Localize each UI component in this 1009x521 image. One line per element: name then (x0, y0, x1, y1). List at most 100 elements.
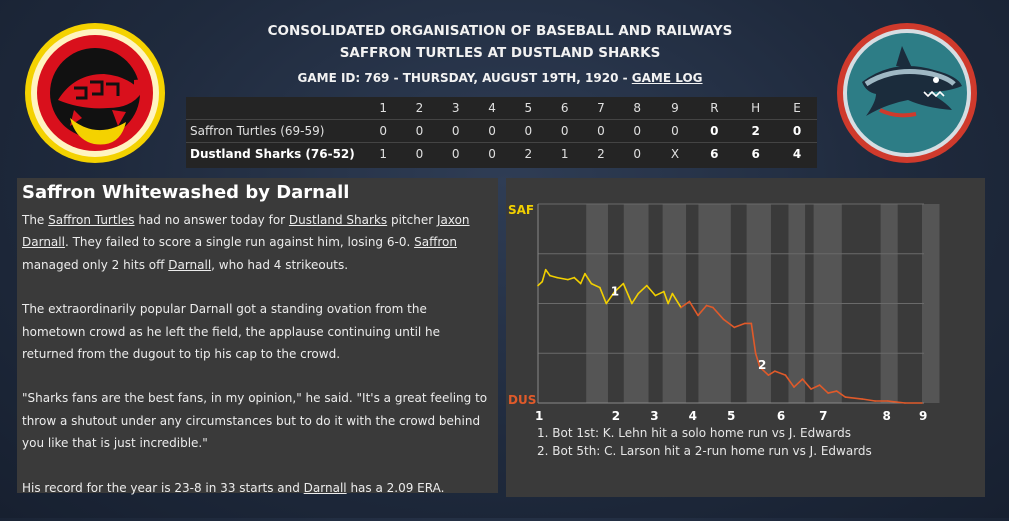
win-probability-segment (722, 318, 736, 329)
errors-total: 4 (792, 147, 802, 161)
win-probability-segment (793, 378, 804, 388)
win-probability-chart: 1 2 1 2 3 4 5 6 7 8 9 SAF DUS 1. Bot 1st: K. Lehn… (506, 178, 985, 497)
win-probability-segment (549, 274, 559, 279)
team-name-home[interactable]: Dustland Sharks (76-52) (190, 147, 355, 161)
game-log-link[interactable]: GAME LOG (631, 71, 703, 85)
win-probability-segment (537, 280, 544, 287)
story-text: managed only 2 hits off (22, 257, 169, 272)
story-paragraph: "Sharks fans are the best fans, in my op… (22, 391, 488, 451)
team-link[interactable]: Dustland Sharks (288, 213, 388, 227)
inning-score: 0 (560, 124, 569, 138)
story-text: pitcher (387, 213, 437, 227)
event-marker: 1 (611, 285, 619, 299)
win-probability-segment (599, 286, 608, 305)
errors-header: E (793, 101, 801, 115)
win-probability-segment (697, 304, 708, 317)
hits-total: 2 (751, 124, 760, 138)
game-story-panel: Saffron Whitewashed by Darnall The Saffr… (17, 178, 498, 495)
hits-total: 6 (751, 147, 760, 161)
win-probability-segment (887, 400, 906, 404)
story-paragraph: The extraordinarily popular Darnall got … (22, 302, 441, 362)
errors-total: 0 (792, 124, 802, 138)
inning-score: 0 (633, 147, 642, 161)
win-probability-segment (818, 384, 829, 394)
home-team-axis-label: DUS (508, 393, 536, 407)
win-probability-segment (646, 284, 657, 297)
story-text: . They failed to score a single run agai… (64, 235, 415, 250)
story-text: , who had 4 strikeouts. (211, 257, 349, 272)
player-link[interactable]: Darnall (303, 480, 347, 495)
win-probability-segment (861, 398, 876, 402)
hits-header: H (751, 101, 761, 115)
runs-header: R (710, 101, 719, 115)
win-probability-segment (631, 292, 640, 305)
event-item: 1. Bot 1st: K. Lehn hit a solo home run … (537, 426, 851, 440)
linescore-header-row: 1 2 3 4 5 6 7 8 9 R H E (186, 97, 817, 120)
inning-score: 2 (597, 147, 605, 161)
story-paragraph: The Saffron Turtles had no answer today … (22, 209, 492, 276)
team-name-away[interactable]: Saffron Turtles (69-59) (190, 124, 325, 138)
win-probability-segment (573, 276, 582, 285)
inning-score: 0 (451, 147, 460, 161)
win-probability-segment (754, 352, 761, 368)
win-probability-segment (810, 384, 821, 390)
linescore-row-away: Saffron Turtles (69-59) 0 0 0 0 0 0 0 0 … (186, 120, 817, 143)
inning-header: 5 (524, 101, 533, 115)
chart-event-legend: 1. Bot 1st: K. Lehn hit a solo home run … (537, 424, 872, 460)
win-probability-segment (584, 272, 593, 285)
saffron-turtles-logo (25, 23, 165, 163)
inning-score: 0 (671, 124, 679, 138)
story-text: The (22, 213, 49, 227)
inning-score: 0 (597, 124, 605, 138)
story-text: His record for the year is 23-8 in 33 st… (22, 480, 304, 495)
game-info-text: GAME ID: 769 - THURSDAY, AUGUST 19TH, 19… (297, 71, 632, 85)
story-paragraph: His record for the year is 23-8 in 33 st… (22, 477, 492, 499)
team-link[interactable]: Saffron (414, 235, 457, 250)
inning-tick-label: 5 (727, 409, 735, 423)
event-marker: 2 (758, 358, 766, 372)
win-probability-segment (579, 272, 586, 285)
win-probability-segment (688, 300, 699, 317)
dustland-sharks-logo (837, 23, 977, 163)
inning-header: 9 (671, 101, 679, 115)
event-item: 2. Bot 5th: C. Larson hit a 2-run home r… (537, 444, 872, 458)
win-probability-segment (590, 282, 601, 289)
inning-score: 0 (415, 147, 424, 161)
team-column-header (186, 97, 365, 120)
win-probability-segment (667, 292, 674, 305)
inning-tick-label: 9 (919, 409, 927, 423)
inning-score: 1 (379, 147, 387, 161)
story-text: has a 2.09 ERA. (346, 480, 445, 495)
inning-score: 0 (524, 124, 533, 138)
player-link[interactable]: Jaxon Darnall (22, 213, 470, 250)
player-link[interactable]: Darnall (168, 257, 212, 272)
inning-header: 7 (597, 101, 605, 115)
inning-tick-label: 6 (777, 409, 785, 423)
inning-score: 1 (560, 147, 569, 161)
win-probability-segment (733, 322, 746, 329)
inning-tick-label: 7 (819, 409, 827, 423)
win-probability-segment (618, 282, 625, 289)
win-probability-segment (680, 300, 691, 309)
inning-score: 0 (379, 124, 387, 138)
win-probability-segment (556, 276, 569, 281)
win-probability-segment (567, 276, 576, 281)
inning-header: 6 (560, 101, 569, 115)
inning-header: 4 (488, 101, 496, 115)
inning-score: 0 (633, 124, 642, 138)
win-probability-segment (767, 370, 776, 376)
inning-tick-label: 3 (650, 409, 658, 423)
win-probability-segment (622, 282, 633, 305)
inning-score: 0 (451, 124, 460, 138)
inning-header: 2 (415, 101, 424, 115)
team-link[interactable]: Saffron Turtles (48, 213, 135, 227)
win-probability-segment (835, 390, 847, 398)
win-probability-segment (712, 306, 725, 321)
win-probability-segment (784, 374, 795, 388)
win-probability-segment (773, 370, 787, 376)
runs-total: 0 (710, 124, 719, 138)
win-probability-segment (750, 322, 757, 355)
win-probability-plot: 1 2 1 2 3 4 5 6 7 8 9 SAF DUS (508, 203, 940, 423)
win-probability-segment (671, 292, 682, 309)
inning-score: 2 (524, 147, 533, 161)
